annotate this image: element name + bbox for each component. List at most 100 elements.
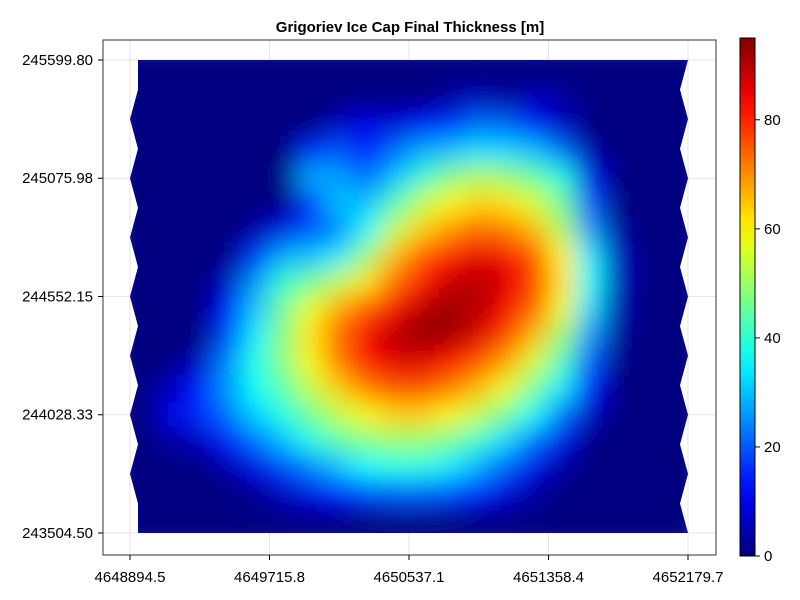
heatmap-cell xyxy=(324,243,354,271)
heatmap-cell xyxy=(157,374,187,403)
heatmap-cell xyxy=(408,112,438,140)
heatmap-cell xyxy=(352,217,382,245)
y-axis: 245599.80 245075.98 244552.15 244028.33 2435… xyxy=(22,52,103,542)
heatmap-cell xyxy=(408,401,438,429)
heatmap-cell xyxy=(380,427,410,455)
heatmap-cell xyxy=(324,296,354,324)
heatmap-cell xyxy=(213,374,243,403)
heatmap-cell xyxy=(492,427,522,455)
heatmap-cell xyxy=(324,112,354,140)
heatmap-cell xyxy=(492,112,522,140)
heatmap-cell xyxy=(296,453,326,481)
heatmap-cell xyxy=(296,427,326,455)
heatmap-cell xyxy=(380,348,410,376)
heatmap-cell xyxy=(436,138,466,166)
heatmap-cell xyxy=(520,164,549,192)
heatmap-cell xyxy=(352,348,382,376)
heatmap-cell xyxy=(352,243,382,271)
heatmap-cell xyxy=(380,401,410,429)
heatmap-cell xyxy=(269,296,298,324)
colorbar-tick-label: 60 xyxy=(764,221,781,238)
heatmap-cell xyxy=(157,401,187,429)
heatmap-cell xyxy=(213,296,243,324)
heatmap-cell xyxy=(324,164,354,192)
colorbar-tick-label: 0 xyxy=(764,548,772,565)
heatmap-cell xyxy=(548,217,577,245)
heatmap-cell xyxy=(269,401,298,429)
heatmap-cell xyxy=(436,296,466,324)
heatmap-cell xyxy=(408,374,438,403)
heatmap-cell xyxy=(520,374,549,403)
heatmap-cell xyxy=(520,217,549,245)
heatmap-cell xyxy=(352,190,382,219)
heatmap-cell xyxy=(296,401,326,429)
heatmap-cell xyxy=(548,164,577,192)
x-tick-label: 4651358.4 xyxy=(513,569,584,586)
heatmap-cell xyxy=(213,269,243,297)
heatmap-cell xyxy=(352,269,382,297)
heatmap-cell xyxy=(213,348,243,376)
heatmap-cell xyxy=(380,374,410,403)
heatmap-cell xyxy=(296,374,326,403)
heatmap-cell xyxy=(324,217,354,245)
heatmap-cell xyxy=(324,138,354,166)
heatmap-cell xyxy=(575,374,605,403)
heatmap-cell xyxy=(408,217,438,245)
heatmap-cell xyxy=(324,322,354,350)
heatmap-cell xyxy=(213,401,243,429)
heatmap-cell xyxy=(436,453,466,481)
heatmap-surface xyxy=(130,60,688,533)
heatmap-cell xyxy=(324,374,354,403)
heatmap-cell xyxy=(324,190,354,219)
heatmap-cell xyxy=(603,296,633,324)
heatmap-cell xyxy=(492,138,522,166)
heatmap-cell xyxy=(352,374,382,403)
heatmap-cell xyxy=(269,453,298,481)
x-tick-label: 4652179.7 xyxy=(653,569,724,586)
heatmap-cell xyxy=(548,374,577,403)
heatmap-cell xyxy=(324,269,354,297)
heatmap-cell xyxy=(436,112,466,140)
heatmap-cell xyxy=(492,453,522,481)
heatmap-cell xyxy=(436,374,466,403)
heatmap-cell xyxy=(492,190,522,219)
heatmap-cell xyxy=(296,190,326,219)
heatmap-cell xyxy=(520,479,549,508)
heatmap-cell xyxy=(352,322,382,350)
heatmap-cell xyxy=(352,296,382,324)
heatmap-cell xyxy=(352,427,382,455)
heatmap-cell xyxy=(548,296,577,324)
heatmap-cell xyxy=(436,243,466,271)
heatmap-cell xyxy=(464,269,494,297)
heatmap-cell xyxy=(324,348,354,376)
heatmap-cell xyxy=(436,322,466,350)
heatmap-cell xyxy=(269,269,298,297)
heatmap-cell xyxy=(269,243,298,271)
heatmap-cell xyxy=(380,243,410,271)
heatmap-cell xyxy=(492,269,522,297)
heatmap-cell xyxy=(575,296,605,324)
heatmap-cell xyxy=(520,112,549,140)
heatmap-cell xyxy=(436,479,466,508)
heatmap-cell xyxy=(464,453,494,481)
heatmap-cell xyxy=(352,453,382,481)
heatmap-cell xyxy=(241,453,270,481)
colorbar-axis: 0 20 40 60 80 xyxy=(755,112,781,565)
heatmap-cell xyxy=(408,296,438,324)
heatmap-cell xyxy=(380,138,410,166)
heatmap-cell xyxy=(269,427,298,455)
heatmap-cell xyxy=(324,479,354,508)
heatmap-cell xyxy=(296,322,326,350)
y-tick-label: 244028.33 xyxy=(22,407,93,424)
y-tick-label: 245075.98 xyxy=(22,170,93,187)
heatmap-cell xyxy=(575,348,605,376)
heatmap-cell xyxy=(548,269,577,297)
heatmap-cell xyxy=(520,138,549,166)
heatmap-cell xyxy=(436,348,466,376)
heatmap-cell xyxy=(575,401,605,429)
heatmap-cell xyxy=(185,374,215,403)
heatmap-cell xyxy=(241,427,270,455)
heatmap-cell xyxy=(436,269,466,297)
heatmap-cell xyxy=(436,190,466,219)
heatmap-cell xyxy=(492,322,522,350)
